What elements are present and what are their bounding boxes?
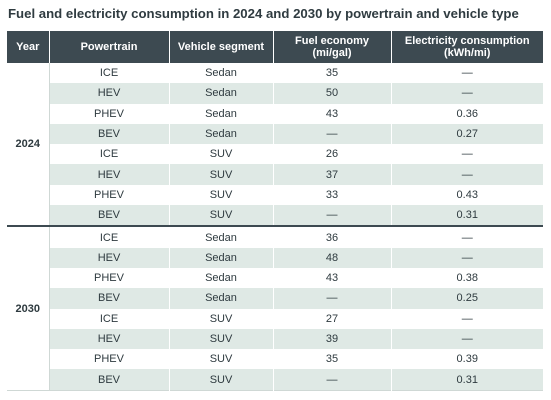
electricity-consumption-cell: — <box>390 247 543 268</box>
table-row: BEV SUV —0.31 <box>7 205 543 227</box>
table-row: HEV SUV 39— <box>7 328 543 350</box>
table-row: 2024 ICE Sedan 35— <box>7 63 543 227</box>
vehicle-segment-cell: SUV <box>168 349 273 370</box>
table-row: ICE SUV 27— <box>7 308 543 329</box>
electricity-consumption-cell: — <box>390 83 543 104</box>
electricity-consumption-cell: — <box>390 308 543 329</box>
electricity-consumption-cell: — <box>390 328 543 350</box>
table-row: HEV SUV 37— <box>7 164 543 185</box>
fuel-economy-cell: 26 <box>272 144 391 165</box>
vehicle-segment-cell: SUV <box>168 164 273 185</box>
vehicle-segment-cell: Sedan <box>168 247 273 268</box>
electricity-consumption-cell: — <box>390 225 543 248</box>
vehicle-segment-cell: Sedan <box>168 83 273 104</box>
table-row: PHEV SUV 33 0.43 <box>7 184 543 206</box>
table-row: BEV SUV —0.31 <box>7 369 543 391</box>
header-electricity-consumption: Electricity consumption (kWh/mi) <box>390 31 543 63</box>
table-header: Year Powertrain Vehicle segment Fuel eco… <box>7 31 543 63</box>
powertrain-cell: PHEV <box>48 184 169 206</box>
vehicle-segment-cell: SUV <box>168 328 273 350</box>
powertrain-cell: ICE <box>48 225 169 248</box>
powertrain-cell: BEV <box>48 369 169 391</box>
consumption-table: Year Powertrain Vehicle segment Fuel eco… <box>7 31 543 391</box>
header-electricity-unit: (kWh/mi) <box>444 47 491 59</box>
electricity-consumption-cell: 0.38 <box>390 267 543 289</box>
electricity-consumption-cell: 0.27 <box>390 123 543 145</box>
table-row: HEV Sedan 48— <box>7 247 543 268</box>
vehicle-segment-cell: Sedan <box>168 63 273 84</box>
header-fuel-economy: Fuel economy (mi/gal) <box>272 31 391 63</box>
electricity-consumption-cell: — <box>390 144 543 165</box>
powertrain-cell: PHEV <box>48 103 169 124</box>
fuel-economy-cell: 50 <box>272 83 391 104</box>
electricity-consumption-cell: 0.36 <box>390 103 543 124</box>
fuel-economy-cell: 27 <box>272 308 391 329</box>
vehicle-segment-cell: SUV <box>168 205 273 227</box>
vehicle-segment-cell: SUV <box>168 308 273 329</box>
fuel-economy-cell: — <box>272 288 391 309</box>
table-row: HEV Sedan 50— <box>7 83 543 104</box>
fuel-economy-cell: 35 <box>272 349 391 370</box>
year-cell: 2024 <box>7 63 50 227</box>
powertrain-cell: ICE <box>48 63 169 84</box>
year-cell: 2030 <box>7 225 50 391</box>
header-powertrain: Powertrain <box>48 31 169 63</box>
vehicle-segment-cell: Sedan <box>168 288 273 309</box>
header-row: Year Powertrain Vehicle segment Fuel eco… <box>7 31 543 63</box>
powertrain-cell: BEV <box>48 205 169 227</box>
powertrain-cell: ICE <box>48 144 169 165</box>
powertrain-cell: BEV <box>48 123 169 145</box>
fuel-economy-cell: 43 <box>272 267 391 289</box>
powertrain-cell: HEV <box>48 328 169 350</box>
powertrain-cell: HEV <box>48 164 169 185</box>
fuel-economy-cell: 43 <box>272 103 391 124</box>
powertrain-cell: PHEV <box>48 267 169 289</box>
powertrain-cell: BEV <box>48 288 169 309</box>
fuel-economy-cell: 33 <box>272 184 391 206</box>
fuel-economy-cell: — <box>272 205 391 227</box>
table-title: Fuel and electricity consumption in 2024… <box>8 6 519 21</box>
fuel-economy-cell: — <box>272 369 391 391</box>
header-fuel-economy-label: Fuel economy <box>295 35 369 47</box>
electricity-consumption-cell: 0.31 <box>390 205 543 227</box>
powertrain-cell: HEV <box>48 83 169 104</box>
electricity-consumption-cell: — <box>390 164 543 185</box>
table-row: PHEV Sedan 43 0.38 <box>7 267 543 289</box>
fuel-economy-cell: 37 <box>272 164 391 185</box>
electricity-consumption-cell: 0.39 <box>390 349 543 370</box>
fuel-economy-cell: 48 <box>272 247 391 268</box>
powertrain-cell: PHEV <box>48 349 169 370</box>
electricity-consumption-cell: 0.31 <box>390 369 543 391</box>
table-row: BEV Sedan —0.25 <box>7 288 543 309</box>
vehicle-segment-cell: Sedan <box>168 103 273 124</box>
electricity-consumption-cell: 0.25 <box>390 288 543 309</box>
table-row: 2030 ICE Sedan 36— <box>7 225 543 391</box>
electricity-consumption-cell: 0.43 <box>390 184 543 206</box>
fuel-economy-cell: 39 <box>272 328 391 350</box>
year-group-2024: 2024 ICE Sedan 35— HEV Sedan 50— PHEV Sedan 43 0.3… <box>7 63 543 227</box>
powertrain-cell: ICE <box>48 308 169 329</box>
year-group-2030: 2030 ICE Sedan 36— HEV Sedan 48— PHEV Sedan 43 0.3… <box>7 225 543 391</box>
powertrain-cell: HEV <box>48 247 169 268</box>
vehicle-segment-cell: SUV <box>168 144 273 165</box>
table-row: PHEV Sedan 43 0.36 <box>7 103 543 124</box>
fuel-economy-cell: — <box>272 123 391 145</box>
fuel-economy-cell: 36 <box>272 225 391 248</box>
header-fuel-economy-unit: (mi/gal) <box>312 47 352 59</box>
fuel-economy-cell: 35 <box>272 63 391 84</box>
vehicle-segment-cell: SUV <box>168 369 273 391</box>
header-vehicle-segment: Vehicle segment <box>168 31 273 63</box>
vehicle-segment-cell: Sedan <box>168 225 273 248</box>
electricity-consumption-cell: — <box>390 63 543 84</box>
vehicle-segment-cell: Sedan <box>168 123 273 145</box>
header-electricity-label: Electricity consumption <box>404 35 530 47</box>
table-row: ICE SUV 26— <box>7 144 543 165</box>
vehicle-segment-cell: Sedan <box>168 267 273 289</box>
header-year: Year <box>7 31 49 63</box>
table-row: PHEV SUV 35 0.39 <box>7 349 543 370</box>
vehicle-segment-cell: SUV <box>168 184 273 206</box>
table-row: BEV Sedan —0.27 <box>7 123 543 145</box>
